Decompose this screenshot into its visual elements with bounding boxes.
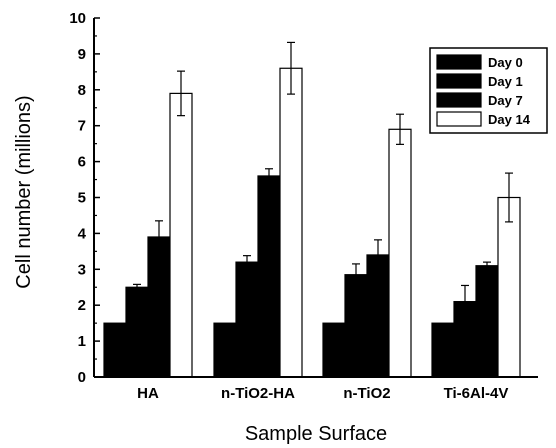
y-ticks-group: 0 1 2 3 4 5 6 7 8 9 10 — [69, 10, 100, 386]
bar-n-TiO2-Day 14 — [388, 128, 412, 378]
y-tick-label-5: 5 — [78, 190, 86, 207]
bar-HA-Day 1 — [125, 286, 149, 378]
y-tick-label-6: 6 — [78, 154, 86, 171]
x-tick-label-n-TiO2: n-TiO2 — [343, 385, 390, 402]
legend-label-Day 1: Day 1 — [488, 74, 523, 89]
x-tick-label-HA: HA — [137, 385, 159, 402]
y-tick-label-9: 9 — [78, 46, 86, 63]
bar-HA-Day 0 — [103, 322, 127, 378]
x-labels-group: HA n-TiO2-HA n-TiO2 Ti-6Al-4V — [137, 385, 508, 402]
bar-n-TiO2-Day 1 — [344, 274, 368, 378]
y-tick-label-8: 8 — [78, 82, 86, 99]
x-axis-title: Sample Surface — [245, 423, 387, 445]
y-axis-title: Cell number (millions) — [13, 95, 35, 288]
bar-n-TiO2-HA-Day 14 — [279, 67, 303, 378]
bar-n-TiO2-HA-Day 0 — [213, 322, 237, 378]
bar-n-TiO2-HA-Day 1 — [235, 261, 259, 378]
legend-label-Day 7: Day 7 — [488, 93, 523, 108]
legend-swatch-Day 1 — [436, 73, 482, 89]
bars-group — [103, 67, 521, 378]
bar-Ti-6Al-4V-Day 0 — [431, 322, 455, 378]
bar-n-TiO2-Day 7 — [366, 254, 390, 378]
y-tick-label-0: 0 — [78, 369, 86, 386]
y-tick-label-1: 1 — [78, 333, 86, 350]
bar-Ti-6Al-4V-Day 7 — [475, 265, 499, 378]
legend-label-Day 14: Day 14 — [488, 112, 531, 127]
error-bars-group — [133, 41, 513, 319]
legend-swatch-Day 0 — [436, 54, 482, 70]
legend: Day 0 Day 1 Day 7 Day 14 — [429, 47, 548, 134]
x-tick-label-n-TiO2-HA: n-TiO2-HA — [221, 385, 295, 402]
y-tick-label-10: 10 — [69, 10, 86, 27]
bar-n-TiO2-HA-Day 7 — [257, 175, 281, 378]
y-tick-label-2: 2 — [78, 297, 86, 314]
legend-swatch-Day 14 — [436, 111, 482, 127]
y-tick-label-3: 3 — [78, 261, 86, 278]
y-tick-label-4: 4 — [78, 225, 87, 242]
bar-n-TiO2-Day 0 — [322, 322, 346, 378]
legend-swatch-Day 7 — [436, 92, 482, 108]
bar-HA-Day 14 — [169, 92, 193, 378]
bar-HA-Day 7 — [147, 236, 171, 378]
bar-Ti-6Al-4V-Day 14 — [497, 196, 521, 378]
y-tick-label-7: 7 — [78, 118, 86, 135]
x-tick-label-Ti-6Al-4V: Ti-6Al-4V — [444, 385, 509, 402]
legend-label-Day 0: Day 0 — [488, 55, 523, 70]
